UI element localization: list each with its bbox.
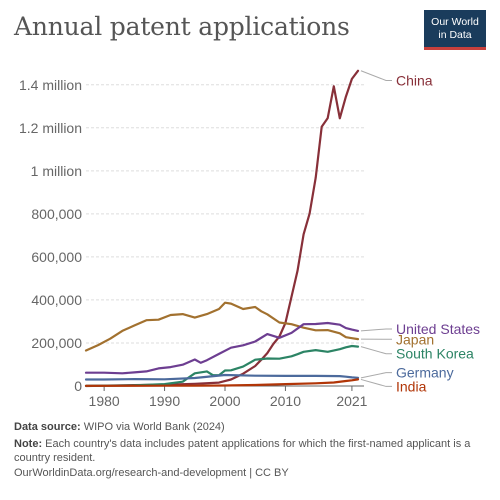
label-connector bbox=[360, 346, 392, 355]
owid-logo[interactable]: Our World in Data bbox=[424, 10, 486, 50]
series-line-south-korea[interactable] bbox=[84, 344, 360, 387]
series-label-china: China bbox=[396, 72, 433, 88]
note-line: Note: Each country's data includes paten… bbox=[14, 437, 490, 465]
note-text: Each country's data includes patent appl… bbox=[14, 438, 471, 464]
series-line-united-states[interactable] bbox=[84, 321, 360, 375]
line-chart: 0 200,000 400,000 600,000 800,000 1 million 1.… bbox=[19, 69, 480, 409]
y-tick-label: 800,000 bbox=[31, 206, 82, 222]
series-layer bbox=[84, 69, 360, 388]
label-connector bbox=[360, 70, 392, 81]
logo-text-line1: Our World bbox=[431, 16, 479, 28]
source-line: Data source: WIPO via World Bank (2024) bbox=[14, 420, 490, 434]
y-tick-label: 0 bbox=[74, 378, 82, 394]
y-tick-label: 1.4 million bbox=[19, 77, 82, 93]
label-connector bbox=[360, 372, 392, 379]
chart-footer: Data source: WIPO via World Bank (2024) … bbox=[14, 420, 490, 481]
series-label-germany: Germany bbox=[396, 365, 454, 381]
series-line-china[interactable] bbox=[84, 69, 360, 388]
source-label: Data source: bbox=[14, 421, 81, 433]
y-tick-label: 200,000 bbox=[31, 335, 82, 351]
series-label-japan: Japan bbox=[396, 331, 434, 347]
series-label-india: India bbox=[396, 378, 427, 394]
x-tick-label: 2010 bbox=[270, 393, 301, 409]
y-tick-label: 600,000 bbox=[31, 249, 82, 265]
series-line-india[interactable] bbox=[84, 378, 360, 387]
source-text: WIPO via World Bank (2024) bbox=[83, 421, 225, 433]
logo-text-line2: in Data bbox=[438, 29, 472, 41]
note-label: Note: bbox=[14, 438, 43, 450]
series-line-germany[interactable] bbox=[84, 373, 360, 381]
logo-red-bar bbox=[424, 47, 486, 50]
chart-title: Annual patent applications bbox=[14, 12, 350, 41]
x-tick-label: 2000 bbox=[209, 393, 240, 409]
label-connector bbox=[360, 378, 392, 387]
series-line-japan[interactable] bbox=[84, 301, 360, 352]
axis-layer: 0 200,000 400,000 600,000 800,000 1 million 1.… bbox=[19, 77, 368, 409]
y-tick-label: 1.2 million bbox=[19, 120, 82, 136]
series-label-united-states: United States bbox=[396, 321, 480, 337]
label-connector bbox=[360, 328, 392, 332]
x-tick-label: 1990 bbox=[149, 393, 180, 409]
y-tick-label: 1 million bbox=[31, 163, 82, 179]
credit-line[interactable]: OurWorldinData.org/research-and-developm… bbox=[14, 467, 289, 479]
x-tick-label: 2021 bbox=[336, 393, 367, 409]
y-tick-label: 400,000 bbox=[31, 292, 82, 308]
series-label-south-korea: South Korea bbox=[396, 346, 474, 362]
x-tick-label: 1980 bbox=[89, 393, 120, 409]
